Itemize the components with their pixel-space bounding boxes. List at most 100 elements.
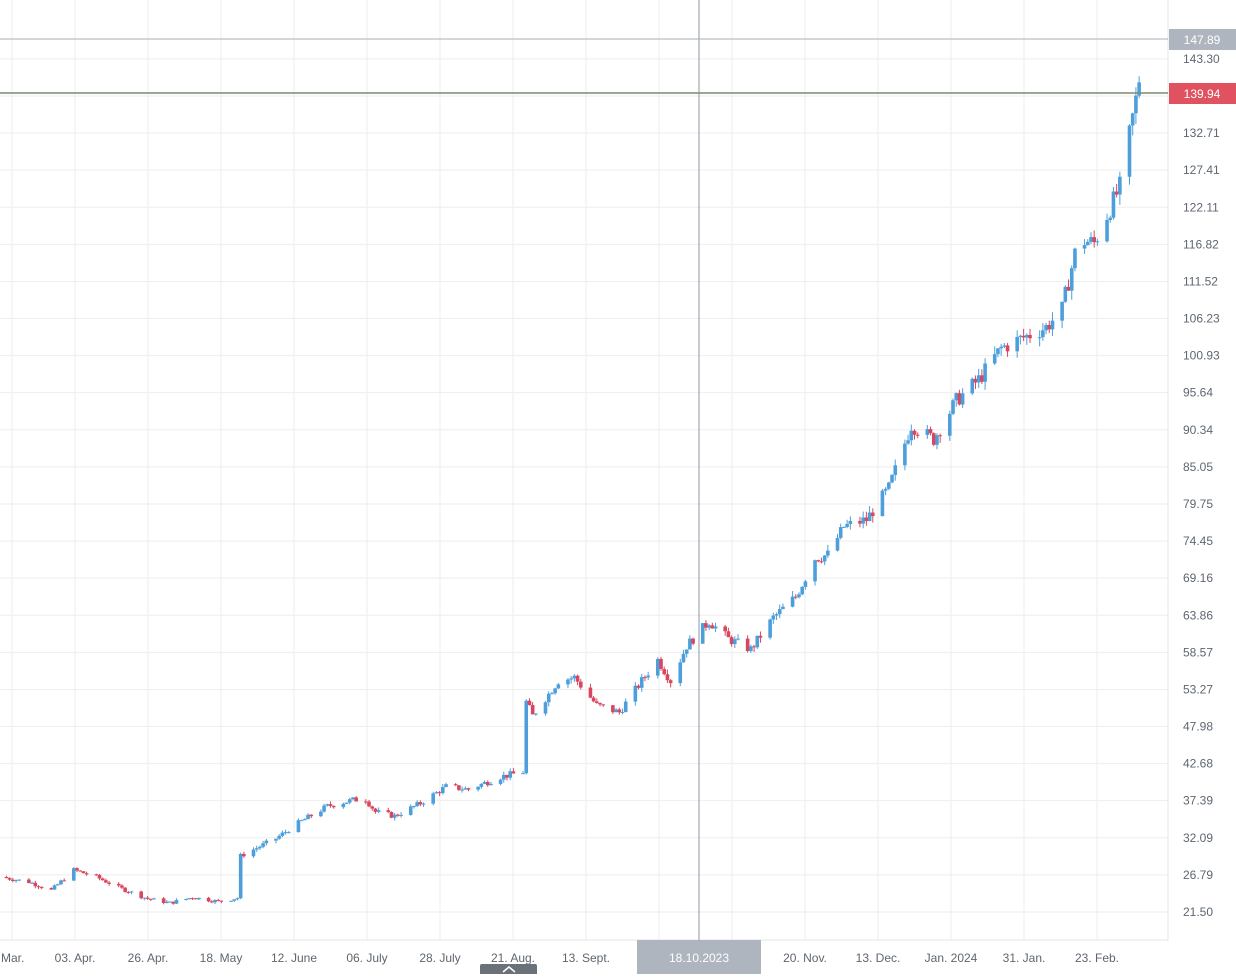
x-tick-label: 18. May — [200, 951, 243, 965]
candle-down — [33, 880, 38, 889]
candle-down — [578, 678, 583, 690]
candle-up — [498, 778, 503, 786]
candle-up — [408, 804, 413, 816]
candle-down — [931, 432, 936, 447]
x-tick-label: 23. Feb. — [1075, 951, 1119, 965]
candle-up — [1130, 112, 1135, 136]
candle-up — [463, 786, 468, 790]
y-tick-label: 74.45 — [1183, 534, 1213, 548]
candle-up — [235, 897, 240, 901]
candle-up — [489, 781, 493, 786]
candle-down — [354, 796, 358, 802]
candle-down — [726, 627, 731, 638]
candle-down — [11, 877, 15, 883]
candle-up — [184, 898, 188, 901]
candle-up — [274, 838, 278, 844]
scroll-up-button[interactable] — [480, 964, 537, 976]
candle-down — [588, 683, 593, 699]
candle-down — [373, 807, 378, 814]
candle-down — [328, 801, 333, 808]
candle-up — [749, 644, 753, 653]
x-tick-label: 13. Dec. — [856, 951, 901, 965]
candle-up — [325, 803, 330, 807]
y-tick-label: 132.71 — [1183, 126, 1220, 140]
candle-up — [790, 591, 795, 608]
candle-up — [351, 797, 355, 801]
candle-down — [190, 897, 195, 900]
candle-up — [797, 592, 801, 599]
candle-up — [444, 782, 448, 788]
candle-up — [893, 459, 898, 481]
candle-up — [954, 392, 959, 407]
candle-up — [826, 544, 830, 558]
candle-up — [1127, 124, 1132, 185]
candle-down — [1028, 328, 1032, 343]
candle-down — [370, 805, 375, 811]
candle-down — [662, 666, 667, 676]
candle-down — [437, 790, 442, 797]
candle-up — [441, 783, 445, 795]
hover-price-text: 147.89 — [1184, 33, 1221, 47]
candle-down — [453, 783, 458, 787]
candle-down — [957, 389, 962, 406]
time-axis-ticks[interactable]: Mar. 03. Apr. 26. Apr. 18. May 12. June 06. J… — [1, 951, 1119, 965]
candle-up — [813, 559, 817, 586]
candle-up — [59, 879, 63, 886]
candle-up — [1044, 322, 1048, 335]
candle-down — [1005, 342, 1010, 357]
candle-up — [733, 636, 737, 648]
candle-up — [768, 618, 772, 640]
candle-up — [948, 410, 952, 441]
candle-up — [1137, 76, 1141, 99]
candle-up — [1069, 265, 1074, 300]
candle-up — [1095, 238, 1100, 246]
candle-up — [482, 780, 487, 785]
candle-up — [867, 506, 872, 522]
candle-up — [52, 884, 57, 891]
x-tick-label: 21. Aug. — [491, 951, 535, 965]
candle-up — [887, 481, 891, 491]
candle-down — [123, 887, 127, 893]
candle-up — [623, 698, 628, 713]
candle-up — [1050, 312, 1055, 336]
candle-down — [530, 702, 535, 715]
candle-up — [341, 802, 346, 809]
candle-down — [505, 774, 509, 781]
candle-up — [1085, 239, 1090, 246]
candle-down — [575, 674, 580, 686]
candle-up — [534, 713, 538, 716]
y-tick-label: 32.09 — [1183, 831, 1213, 845]
candle-down — [149, 898, 153, 901]
candle-up — [771, 612, 776, 624]
candle-up — [1037, 330, 1042, 347]
candle-up — [347, 797, 352, 805]
candle-up — [903, 439, 907, 471]
y-tick-label: 58.57 — [1183, 645, 1213, 659]
candle-down — [617, 707, 622, 715]
candle-up — [14, 879, 18, 883]
candle-down — [120, 884, 124, 889]
candle-down — [81, 871, 86, 874]
candle-up — [1089, 232, 1093, 245]
x-tick-label: 20. Nov. — [783, 951, 827, 965]
candle-up — [777, 604, 782, 619]
candle-up — [992, 346, 997, 366]
candle-up — [1108, 215, 1113, 223]
candle-up — [376, 807, 381, 814]
candle-up — [842, 526, 846, 528]
candle-down — [912, 429, 917, 440]
price-axis-ticks[interactable]: 143.30138.00132.71127.41122.11116.82111.… — [1183, 52, 1220, 919]
candle-down — [49, 887, 54, 890]
y-tick-label: 26.79 — [1183, 868, 1213, 882]
y-tick-label: 53.27 — [1183, 682, 1213, 696]
candle-down — [601, 704, 606, 707]
candle-up — [238, 852, 243, 900]
candle-up — [229, 900, 233, 902]
chevron-up-icon — [502, 966, 516, 973]
candle-up — [254, 845, 259, 852]
candle-up — [755, 635, 760, 649]
candle-up — [845, 519, 849, 529]
x-tick-label: Jan. 2024 — [925, 951, 978, 965]
